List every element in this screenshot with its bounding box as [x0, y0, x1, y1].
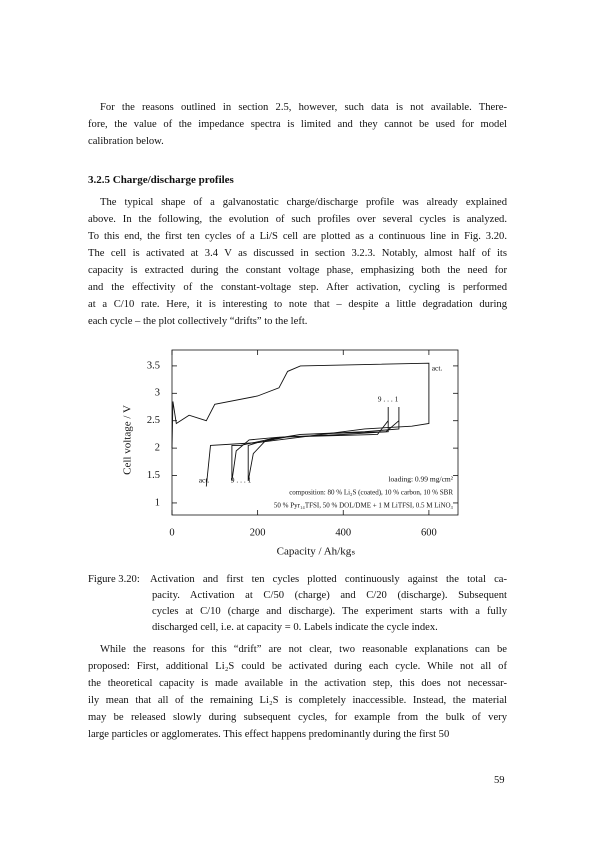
annotation: act. — [199, 476, 210, 485]
paragraph-line: at a C/10 rate. Here, it is interesting … — [88, 299, 507, 310]
annotation: 50 % Pyr₁₄TFSI, 50 % DOL/DME + 1 M LiTFS… — [274, 502, 454, 510]
annotation: composition: 80 % Li₂S (coated), 10 % ca… — [289, 489, 453, 497]
section-heading: 3.2.5 Charge/discharge profiles — [88, 174, 234, 186]
paragraph-line: and the effectivity of the constant-volt… — [88, 282, 507, 293]
cycle-line — [231, 407, 389, 482]
caption-label: Figure 3.20: — [88, 574, 140, 585]
caption-line: pacity. Activation at C/50 (charge) and … — [152, 590, 507, 601]
y-tick-label: 3 — [155, 388, 160, 399]
y-tick-label: 1 — [155, 497, 160, 508]
page-number: 59 — [494, 775, 505, 786]
y-tick-label: 2 — [155, 443, 160, 454]
caption-line: cycles at C/10 (charge and discharge). T… — [152, 606, 507, 617]
x-tick-label: 200 — [250, 527, 266, 538]
paragraph-line: While the reasons for this “drift” are n… — [100, 644, 507, 655]
paragraph-line: The typical shape of a galvanostatic cha… — [100, 197, 507, 208]
annotation: 9 . . . 1 — [378, 395, 399, 404]
paragraph-line: The cell is activated at 3.4 V as discus… — [88, 248, 507, 259]
paragraph-line: may be released slowly during subsequent… — [88, 712, 507, 723]
x-tick-label: 400 — [335, 527, 351, 538]
paragraph-line: fore, the value of the impedance spectra… — [88, 119, 507, 130]
paragraph-line: above. In the following, the evolution o… — [88, 214, 507, 225]
y-tick-label: 2.5 — [147, 415, 160, 426]
caption-line: discharged cell, i.e. at capacity = 0. L… — [152, 622, 438, 633]
x-tick-label: 0 — [169, 527, 174, 538]
x-tick-label: 600 — [421, 527, 437, 538]
paragraph-line: each cycle – the plot collectively “drif… — [88, 316, 308, 327]
paragraph-line: capacity is extracted during the constan… — [88, 265, 507, 276]
paragraph-line: the theoretical capacity is made availab… — [88, 678, 507, 689]
cycle-line — [247, 407, 400, 482]
y-axis-label: Cell voltage / V — [122, 405, 134, 475]
annotation: loading: 0.99 mg/cm² — [388, 475, 453, 484]
paragraph-line: calibration below. — [88, 136, 164, 147]
paragraph-line: proposed: First, additional Li₂S could b… — [88, 661, 507, 672]
paragraph-line: large particles or agglomerates. This ef… — [88, 729, 450, 740]
y-tick-label: 3.5 — [147, 360, 160, 371]
annotation: act. — [432, 364, 443, 373]
cycle-line — [171, 362, 430, 487]
caption-line: Activation and first ten cycles plotted … — [150, 574, 507, 585]
x-axis-label: Capacity / Ah/kgₛ — [277, 546, 356, 558]
paragraph-line: To this end, the first ten cycles of a L… — [88, 231, 507, 242]
paragraph-line: ily mean that all of the remaining Li₂S … — [88, 695, 507, 706]
paragraph-line: For the reasons outlined in section 2.5,… — [100, 102, 507, 113]
y-tick-label: 1.5 — [147, 470, 160, 481]
annotation: 9 . . . 1 — [231, 476, 252, 485]
